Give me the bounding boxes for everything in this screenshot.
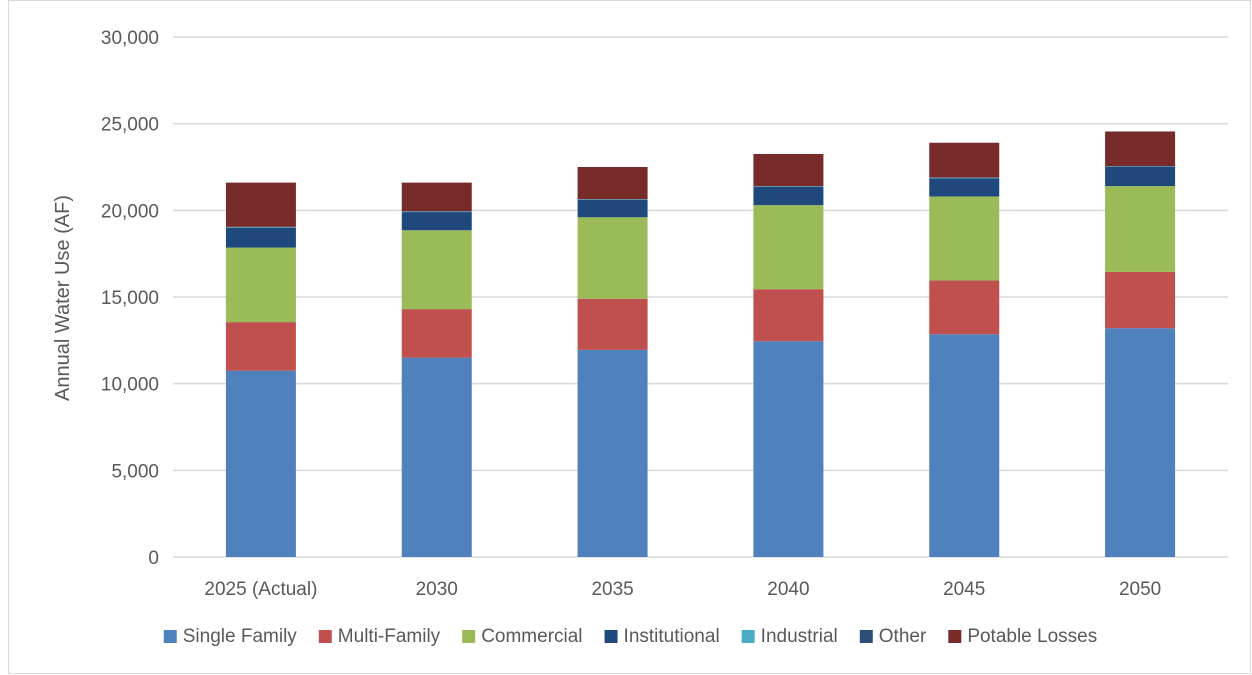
x-axis-tick-labels: 2025 (Actual) 2030 2035 2040 2045 2050 <box>204 579 1161 600</box>
legend-label: Single Family <box>183 626 298 647</box>
bar-segment <box>225 370 296 557</box>
bar-segment <box>577 167 648 200</box>
bar-segment <box>401 212 472 231</box>
bar-segment <box>1105 186 1176 272</box>
bar-segment <box>753 186 824 206</box>
y-tick-label: 30,000 <box>101 28 159 49</box>
bar-segment <box>753 154 824 187</box>
bar-segment <box>929 334 1000 557</box>
x-tick-label: 2025 (Actual) <box>204 579 317 600</box>
bar-segment <box>929 142 1000 178</box>
gridlines <box>173 36 1228 558</box>
bar-segment <box>401 357 472 557</box>
bar-segment <box>225 182 296 227</box>
x-tick-label: 2045 <box>943 579 985 600</box>
bar-segment <box>753 341 824 557</box>
legend: Single Family Multi-Family Commercial Insti… <box>163 626 1097 647</box>
y-tick-label: 5,000 <box>111 461 159 482</box>
x-tick-label: 2035 <box>591 579 633 600</box>
legend-item: Institutional <box>604 626 720 647</box>
bar-segment <box>577 298 648 350</box>
bar-segment <box>401 182 472 212</box>
bar-segment <box>401 211 472 213</box>
legend-item: Potable Losses <box>948 626 1097 647</box>
legend-swatch <box>163 630 177 643</box>
bar-segment <box>929 196 1000 281</box>
bar-segment <box>929 177 1000 179</box>
bar-segment <box>929 280 1000 335</box>
legend-swatch <box>462 630 476 643</box>
bar-segment <box>753 186 824 187</box>
y-tick-label: 15,000 <box>101 288 159 309</box>
bar-segment <box>753 205 824 290</box>
bar-segment <box>401 230 472 310</box>
y-tick-label: 20,000 <box>101 201 159 222</box>
bar-segment <box>753 289 824 342</box>
bar-segment <box>1105 166 1176 167</box>
y-tick-label: 0 <box>148 548 159 569</box>
legend-label: Commercial <box>481 626 582 647</box>
x-tick-label: 2040 <box>767 579 809 600</box>
legend-swatch <box>859 630 873 643</box>
bar-segment <box>577 199 648 218</box>
bar-segment <box>225 227 296 248</box>
legend-item: Multi-Family <box>318 626 441 647</box>
x-tick-label: 2030 <box>416 579 458 600</box>
legend-label: Industrial <box>761 626 838 647</box>
bar-segment <box>577 349 648 557</box>
legend-label: Multi-Family <box>338 626 441 647</box>
bar-segment <box>401 309 472 358</box>
chart-frame: 0 5,000 10,000 15,000 20,000 25,000 30,000 202… <box>8 0 1251 674</box>
legend-swatch <box>948 630 962 643</box>
legend-item: Commercial <box>462 626 583 647</box>
y-tick-label: 25,000 <box>101 115 159 136</box>
bar-segment <box>225 247 296 323</box>
legend-swatch <box>604 630 618 643</box>
legend-swatch <box>318 630 332 643</box>
bars <box>225 131 1176 557</box>
bar-segment <box>1105 167 1176 187</box>
legend-swatch <box>741 630 755 643</box>
bar-segment <box>577 217 648 299</box>
y-axis-title: Annual Water Use (AF) <box>52 195 74 401</box>
legend-item: Industrial <box>741 626 838 647</box>
bar-segment <box>1105 131 1176 167</box>
stacked-bar-chart: 0 5,000 10,000 15,000 20,000 25,000 30,000 202… <box>52 28 1228 647</box>
y-tick-label: 10,000 <box>101 375 159 396</box>
y-axis-tick-labels: 0 5,000 10,000 15,000 20,000 25,000 30,000 <box>101 28 159 569</box>
x-tick-label: 2050 <box>1119 579 1161 600</box>
legend-item: Other <box>859 626 927 647</box>
bar-segment <box>1105 271 1176 329</box>
legend-label: Potable Losses <box>967 626 1097 647</box>
legend-item: Single Family <box>163 626 298 647</box>
bar-segment <box>225 322 296 371</box>
bar-segment <box>225 227 296 228</box>
bar-segment <box>577 199 648 200</box>
legend-label: Institutional <box>624 626 720 647</box>
bar-segment <box>929 178 1000 197</box>
legend-label: Other <box>879 626 927 647</box>
bar-segment <box>1105 328 1176 557</box>
